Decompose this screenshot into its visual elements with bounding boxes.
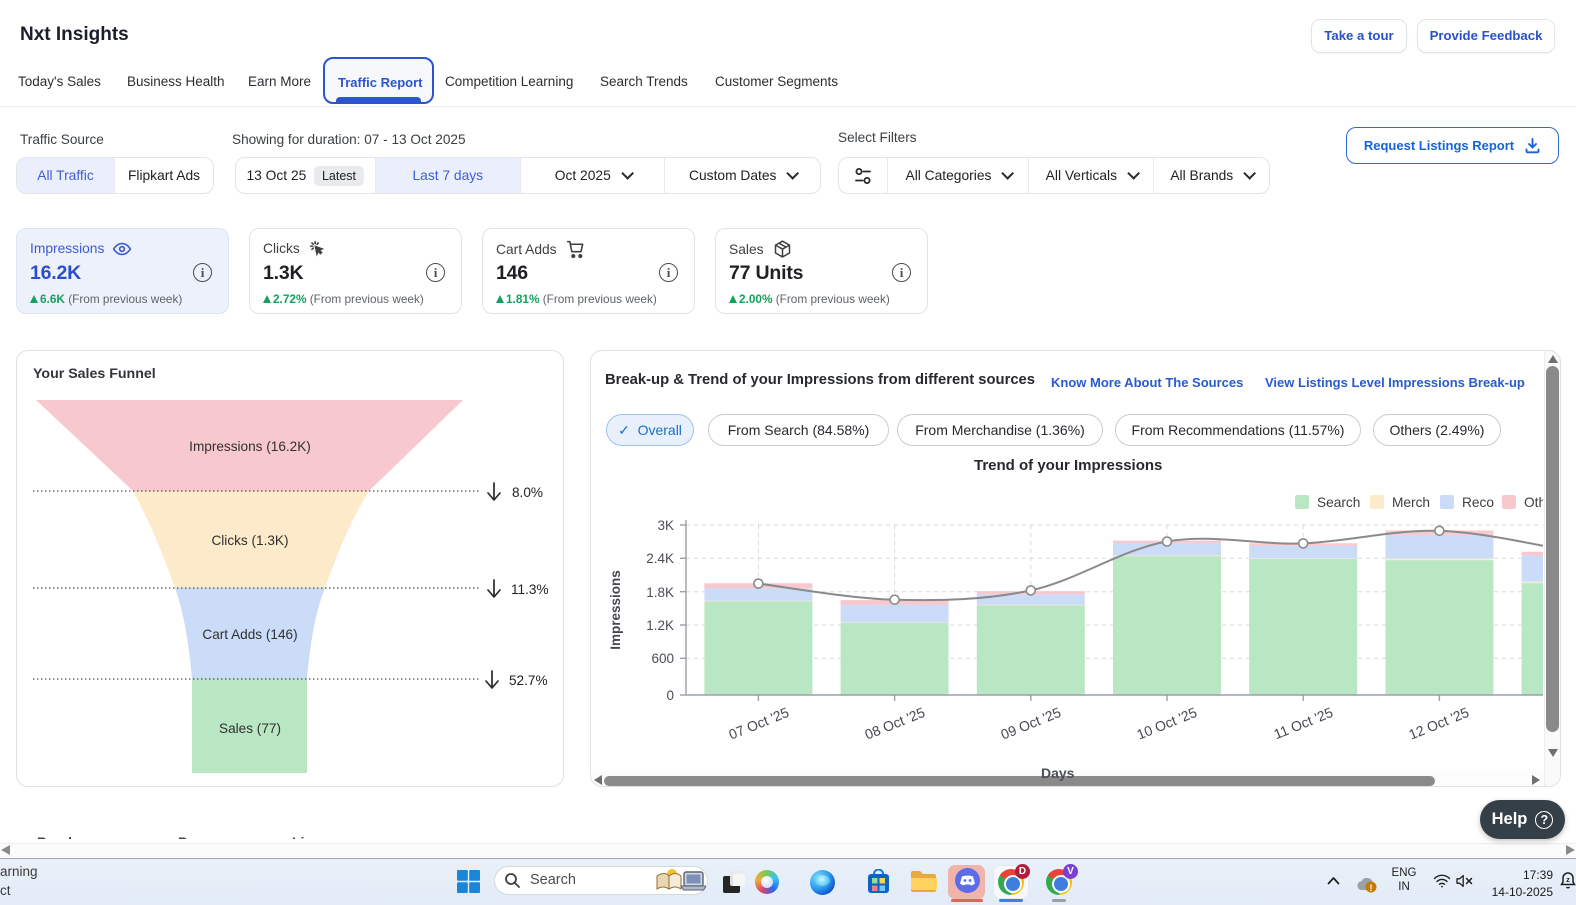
svg-text:600: 600 [651,651,674,666]
svg-text:8.0%: 8.0% [512,485,543,500]
svg-text:Search: Search [1317,495,1360,510]
svg-text:Sales (77): Sales (77) [219,721,281,736]
svg-text:Clicks (1.3K): Clicks (1.3K) [211,533,288,548]
svg-text:11.3%: 11.3% [511,582,549,597]
svg-text:Reco: Reco [1462,495,1494,510]
svg-text:1.2K: 1.2K [646,618,674,633]
svg-text:1.8K: 1.8K [646,585,674,600]
svg-text:08 Oct '25: 08 Oct '25 [862,704,927,743]
svg-text:3K: 3K [657,518,674,533]
svg-text:2.4K: 2.4K [646,551,674,566]
svg-text:Merch: Merch [1392,495,1430,510]
svg-text:12 Oct '25: 12 Oct '25 [1406,704,1471,743]
svg-text:Impressions (16.2K): Impressions (16.2K) [189,439,311,454]
svg-text:Impressions: Impressions [608,570,623,650]
svg-text:10 Oct '25: 10 Oct '25 [1134,704,1199,743]
svg-text:Cart Adds (146): Cart Adds (146) [202,627,297,642]
svg-text:52.7%: 52.7% [509,673,548,688]
svg-text:11 Oct '25: 11 Oct '25 [1271,704,1335,742]
svg-text:z: z [1566,875,1570,884]
svg-text:0: 0 [666,688,674,703]
svg-text:Oth: Oth [1524,495,1543,510]
svg-text:07 Oct '25: 07 Oct '25 [726,704,791,743]
svg-text:!: ! [1370,883,1373,893]
svg-text:09 Oct '25: 09 Oct '25 [998,704,1063,743]
